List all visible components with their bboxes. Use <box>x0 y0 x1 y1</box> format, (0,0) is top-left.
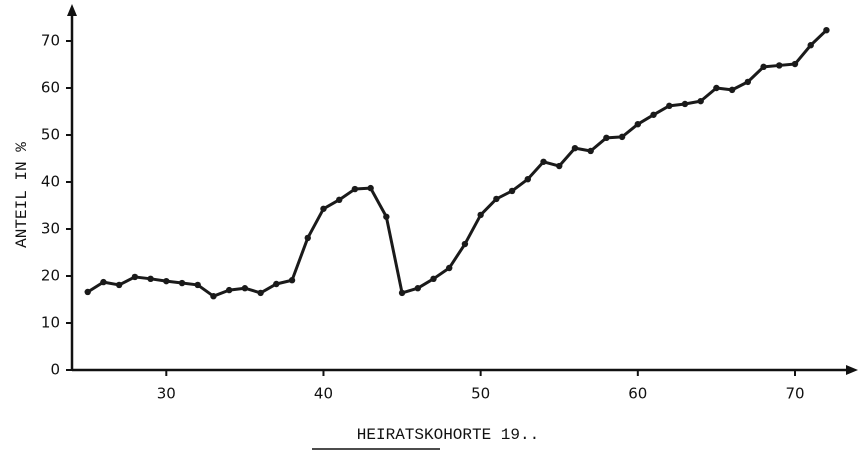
point <box>225 286 233 294</box>
arrow <box>67 4 77 16</box>
y-tick-label: 70 <box>41 32 60 50</box>
y-tick-label: 20 <box>41 267 60 285</box>
point <box>508 187 516 195</box>
point <box>131 273 139 281</box>
point <box>713 84 720 92</box>
point <box>666 102 673 110</box>
point <box>430 275 437 283</box>
point <box>587 147 594 155</box>
point <box>776 62 783 69</box>
point <box>304 234 311 242</box>
y-tick-label: 10 <box>41 314 60 332</box>
arrow <box>846 365 858 375</box>
point <box>556 162 563 170</box>
point <box>100 278 107 286</box>
point <box>477 211 484 219</box>
x-tick-label: 50 <box>471 385 490 403</box>
point <box>618 133 626 141</box>
point <box>681 100 689 108</box>
point <box>791 60 799 68</box>
y-tick-label: 60 <box>41 79 60 97</box>
line <box>86 29 828 298</box>
point <box>414 285 421 292</box>
point <box>351 185 359 193</box>
point <box>383 213 390 220</box>
point <box>493 195 500 203</box>
point <box>728 86 736 94</box>
point <box>320 205 327 212</box>
point <box>115 281 123 289</box>
point <box>540 158 547 165</box>
point <box>650 111 657 118</box>
point <box>744 78 752 86</box>
point <box>398 289 406 297</box>
x-tick-label: 40 <box>314 385 333 403</box>
x-tick-label: 70 <box>785 385 804 403</box>
y-tick-label: 50 <box>41 126 60 144</box>
point <box>634 120 642 128</box>
point <box>273 280 280 288</box>
point <box>524 175 531 183</box>
point <box>461 240 469 248</box>
point <box>194 281 201 289</box>
x-tick-label: 60 <box>628 385 647 403</box>
point <box>823 26 830 34</box>
y-tick-label: 40 <box>41 173 60 191</box>
point <box>571 144 579 152</box>
point <box>288 277 296 284</box>
point <box>257 289 264 297</box>
point <box>241 285 249 292</box>
x-tick-label: 30 <box>157 385 176 403</box>
point <box>178 279 186 287</box>
point <box>335 196 343 204</box>
x-axis-label: HEIRATSKOHORTE 19.. <box>357 426 539 444</box>
point <box>603 134 610 142</box>
y-tick-label: 30 <box>41 220 60 238</box>
y-tick-label: 0 <box>50 361 60 379</box>
y-axis-label: ANTEIL IN % <box>13 142 31 248</box>
point <box>84 288 91 296</box>
point <box>807 42 814 49</box>
point <box>210 293 217 300</box>
point <box>760 63 767 71</box>
point <box>163 277 170 285</box>
point <box>446 264 453 272</box>
point <box>367 184 374 192</box>
point <box>147 275 154 283</box>
point <box>697 97 704 105</box>
